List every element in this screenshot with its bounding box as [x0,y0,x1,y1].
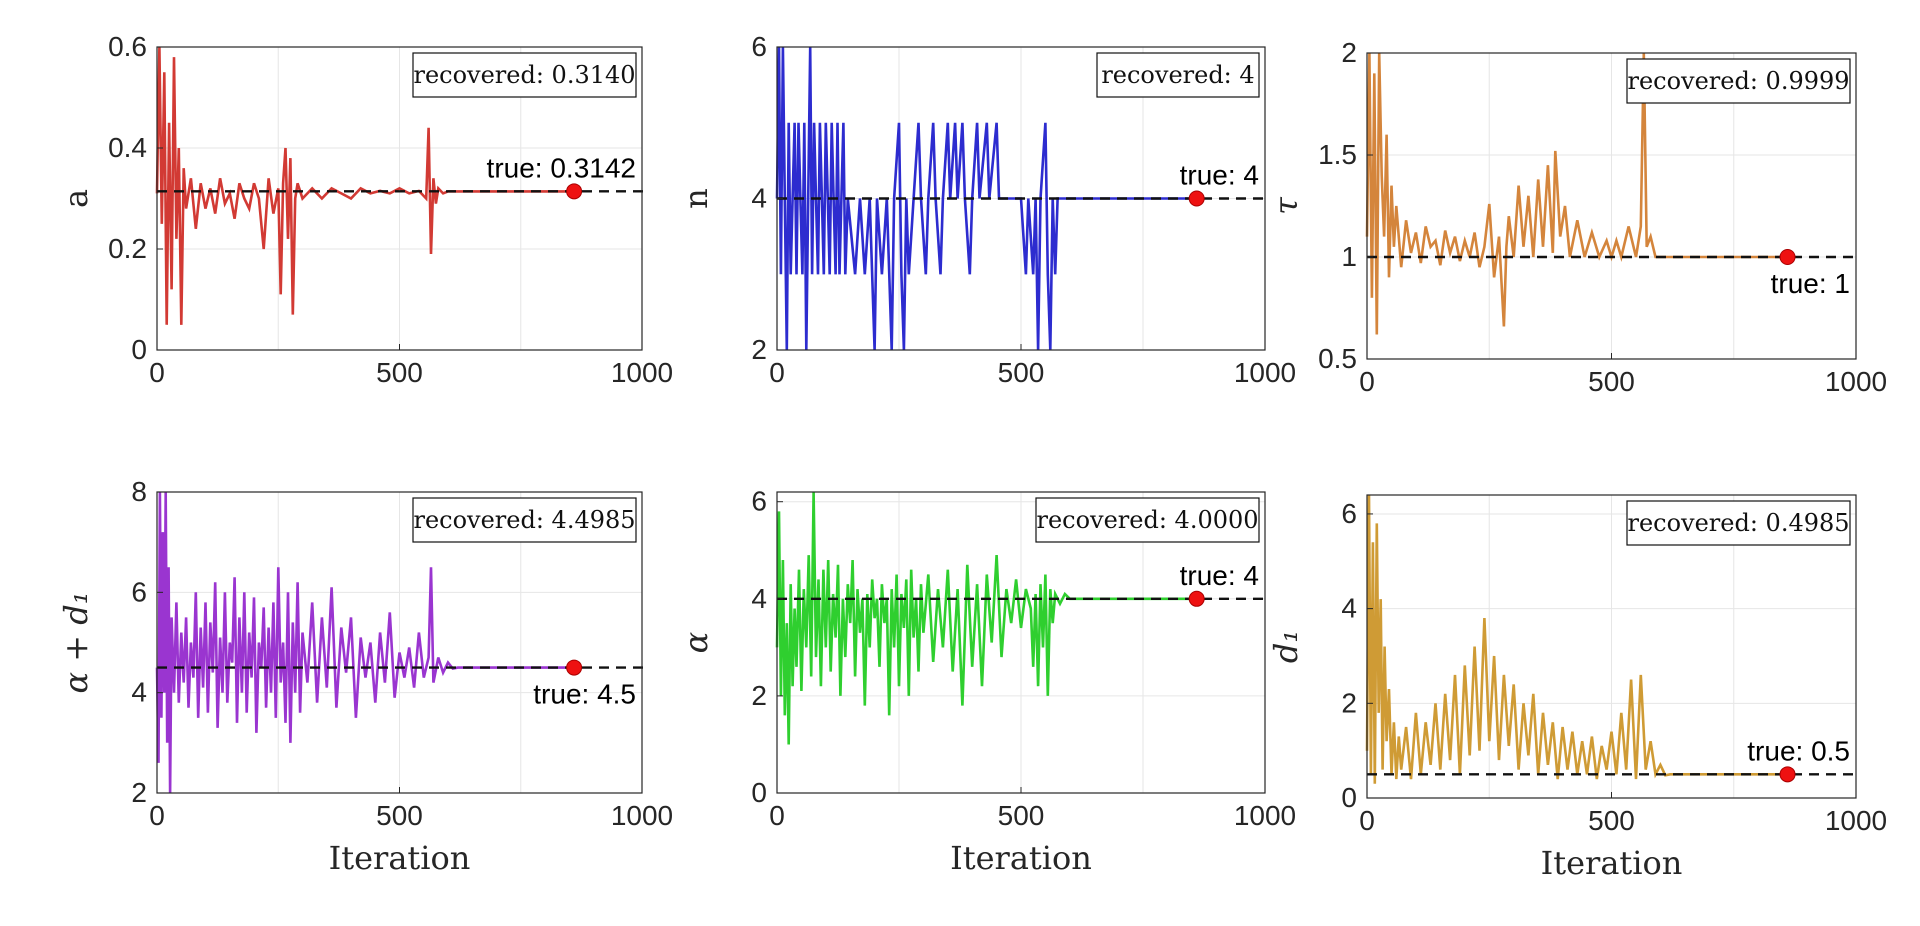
y-tick-label: 2 [751,680,767,711]
y-tick-label: 0 [131,334,147,365]
x-tick-label: 1000 [611,357,673,388]
x-tick-label: 1000 [611,800,673,831]
y-tick-label: 0 [751,777,767,808]
true-value-marker [566,183,583,200]
y-tick-label: 0.6 [108,31,147,62]
true-value-marker [1779,766,1796,783]
panel-tau: 0 500 1000 0.5 1 1.5 2 τ recovered: 0.9999 true: … [1267,37,1887,397]
true-value-label: true: 0.3142 [487,152,636,183]
y-tick-label: 0.4 [108,132,147,163]
x-tick-label: 500 [376,800,423,831]
x-tick-label: 0 [149,800,165,831]
y-tick-label: 6 [131,576,147,607]
x-tick-label: 0 [769,800,785,831]
x-tick-label: 0 [149,357,165,388]
x-tick-label: 0 [769,357,785,388]
y-axis-label: α [677,632,715,654]
true-value-label: true: 1 [1771,268,1850,299]
panel-d1: 0 500 1000 0 2 4 6 d₁ Iteration recovered: 0.4985… [1267,494,1887,882]
x-tick-label: 500 [1588,366,1635,397]
true-value-marker [566,659,583,676]
x-tick-label: 1000 [1825,805,1887,836]
panel-alpha-plus-d1: 0 500 1000 2 4 6 8 α + d₁ Iteration recovered: 4.… [57,476,673,877]
x-tick-label: 500 [998,357,1045,388]
recovered-label: recovered: 4.4985 [413,506,635,534]
y-axis-label: n [677,188,715,209]
x-tick-label: 500 [376,357,423,388]
x-tick-label: 1000 [1234,357,1296,388]
panel-alpha: 0 500 1000 0 2 4 6 α Iteration recovered: 4.0000 t… [677,486,1296,877]
y-tick-label: 0 [1341,782,1357,813]
x-tick-label: 0 [1359,366,1375,397]
recovered-box [1035,497,1260,543]
y-tick-label: 2 [751,334,767,365]
recovered-label: recovered: 0.9999 [1627,67,1849,95]
y-tick-label: 4 [131,677,147,708]
x-tick-label: 500 [998,800,1045,831]
y-axis-label: d₁ [1267,630,1305,663]
true-value-marker [1188,590,1205,607]
y-tick-label: 6 [751,31,767,62]
true-value-label: true: 4.5 [533,679,636,710]
panel-a: 0 500 1000 0 0.2 0.4 0.6 a recovered: 0.3140 true… [57,31,673,388]
x-tick-label: 500 [1588,805,1635,836]
y-tick-label: 2 [131,777,147,808]
y-tick-label: 1 [1341,241,1357,272]
recovered-label: recovered: 0.4985 [1627,509,1849,537]
y-tick-label: 0.2 [108,233,147,264]
series-line [155,491,575,794]
true-value-label: true: 4 [1180,560,1259,591]
y-tick-label: 6 [1341,498,1357,529]
y-tick-label: 1.5 [1318,139,1357,170]
recovered-box [1626,500,1851,546]
y-tick-label: 8 [131,476,147,507]
y-tick-label: 2 [1341,37,1357,68]
recovered-box [412,52,637,98]
y-tick-label: 2 [1341,687,1357,718]
true-value-marker [1779,249,1796,265]
y-axis-label: τ [1267,196,1305,215]
x-tick-label: 1000 [1234,800,1296,831]
y-tick-label: 4 [751,183,767,214]
y-axis-label: α + d₁ [57,591,95,693]
recovered-box [1096,52,1260,98]
panel-n: 0 500 1000 2 4 6 n recovered: 4 true: 4 [677,31,1296,388]
recovered-box [1626,58,1851,104]
recovered-box [412,497,637,543]
x-axis-label: Iteration [950,839,1092,877]
recovered-label: recovered: 4.0000 [1036,506,1258,534]
y-tick-label: 0.5 [1318,343,1357,374]
true-value-label: true: 0.5 [1747,735,1850,766]
y-tick-label: 4 [751,583,767,614]
recovered-label: recovered: 0.3140 [413,61,635,89]
x-tick-label: 0 [1359,805,1375,836]
true-value-label: true: 4 [1180,160,1259,191]
series-line [775,491,1197,745]
series-line [155,46,575,325]
true-value-marker [1188,190,1205,207]
y-axis-label: a [57,189,95,208]
x-axis-label: Iteration [329,839,471,877]
y-tick-label: 4 [1341,593,1357,624]
x-axis-label: Iteration [1541,844,1683,882]
recovered-label: recovered: 4 [1101,61,1254,89]
x-tick-label: 1000 [1825,366,1887,397]
y-tick-label: 6 [751,486,767,517]
